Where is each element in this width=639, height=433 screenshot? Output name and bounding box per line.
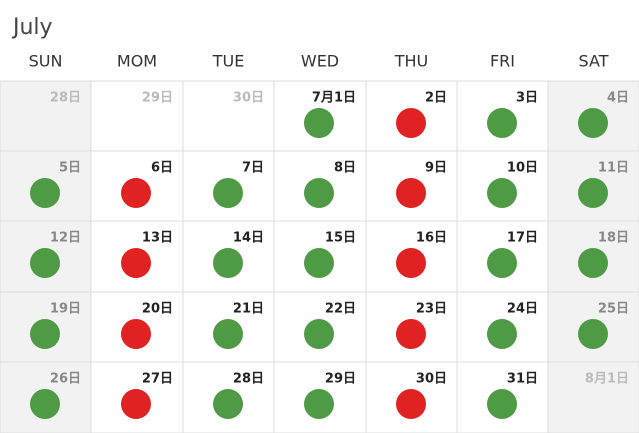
status-dot xyxy=(578,178,608,208)
status-dot xyxy=(304,389,334,419)
day-label: 12日 xyxy=(50,231,81,246)
status-dot xyxy=(213,319,243,349)
day-label: 28日 xyxy=(233,372,264,387)
status-dot xyxy=(396,248,426,278)
status-dot xyxy=(578,319,608,349)
weekday-label: SUN xyxy=(29,52,63,71)
day-label: 17日 xyxy=(507,231,538,246)
day-label: 15日 xyxy=(325,231,356,246)
status-dot xyxy=(396,108,426,138)
day-label: 8日 xyxy=(334,161,356,176)
day-label: 25日 xyxy=(598,302,629,317)
day-label: 4日 xyxy=(607,91,629,106)
status-dot xyxy=(30,319,60,349)
day-label: 24日 xyxy=(507,302,538,317)
day-label: 18日 xyxy=(598,231,629,246)
status-dot xyxy=(396,178,426,208)
day-label: 29日 xyxy=(325,372,356,387)
day-label: 10日 xyxy=(507,161,538,176)
day-label: 3日 xyxy=(516,91,538,106)
weekday-label: THU xyxy=(394,52,429,71)
day-label: 5日 xyxy=(59,161,81,176)
status-dot xyxy=(487,389,517,419)
day-label: 7日 xyxy=(242,161,264,176)
day-label: 13日 xyxy=(142,231,173,246)
day-label: 8月1日 xyxy=(585,372,629,387)
weekday-label: FRI xyxy=(490,52,515,71)
status-dot xyxy=(213,389,243,419)
day-label: 26日 xyxy=(50,372,81,387)
day-label: 29日 xyxy=(142,91,173,106)
month-title: July xyxy=(11,15,53,40)
day-label: 6日 xyxy=(151,161,173,176)
weekday-label: MOM xyxy=(117,52,157,71)
day-label: 23日 xyxy=(416,302,447,317)
day-label: 28日 xyxy=(50,91,81,106)
weekday-label: TUE xyxy=(212,52,245,71)
status-dot xyxy=(304,178,334,208)
day-label: 2日 xyxy=(425,91,447,106)
day-label: 22日 xyxy=(325,302,356,317)
status-dot xyxy=(578,248,608,278)
status-dot xyxy=(30,389,60,419)
day-label: 30日 xyxy=(233,91,264,106)
status-dot xyxy=(487,108,517,138)
day-label: 9日 xyxy=(425,161,447,176)
status-dot xyxy=(213,178,243,208)
day-cell[interactable] xyxy=(90,80,184,152)
day-label: 14日 xyxy=(233,231,264,246)
status-dot xyxy=(396,389,426,419)
status-dot xyxy=(487,178,517,208)
status-dot xyxy=(30,248,60,278)
day-label: 20日 xyxy=(142,302,173,317)
day-label: 30日 xyxy=(416,372,447,387)
status-dot xyxy=(121,178,151,208)
status-dot xyxy=(487,248,517,278)
weekday-label: WED xyxy=(301,52,339,71)
status-dot xyxy=(213,248,243,278)
status-dot xyxy=(304,319,334,349)
day-cell[interactable] xyxy=(0,80,92,152)
status-dot xyxy=(487,319,517,349)
status-dot xyxy=(121,319,151,349)
day-cell[interactable] xyxy=(547,361,639,433)
day-label: 7月1日 xyxy=(312,91,356,106)
status-dot xyxy=(30,178,60,208)
day-label: 19日 xyxy=(50,302,81,317)
day-label: 21日 xyxy=(233,302,264,317)
status-dot xyxy=(304,248,334,278)
day-label: 16日 xyxy=(416,231,447,246)
status-dot xyxy=(121,389,151,419)
weekday-label: SAT xyxy=(579,52,609,71)
day-label: 11日 xyxy=(598,161,629,176)
status-dot xyxy=(121,248,151,278)
status-dot xyxy=(396,319,426,349)
status-dot xyxy=(304,108,334,138)
status-dot xyxy=(578,108,608,138)
day-label: 27日 xyxy=(142,372,173,387)
day-label: 31日 xyxy=(507,372,538,387)
